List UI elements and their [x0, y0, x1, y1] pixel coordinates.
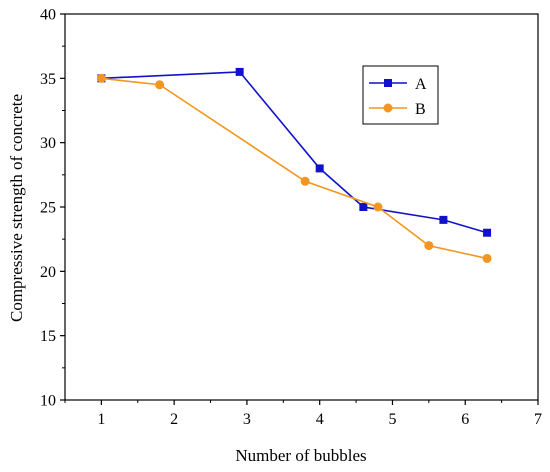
data-point	[96, 73, 106, 83]
x-tick-label: 6	[461, 411, 469, 428]
data-point	[300, 176, 310, 186]
legend-marker	[384, 79, 392, 87]
y-tick-label: 10	[40, 393, 56, 410]
y-tick-label: 20	[40, 264, 56, 281]
series-B	[96, 73, 492, 263]
series-line	[101, 71, 488, 234]
legend-item: A	[369, 76, 427, 93]
y-tick-label: 15	[40, 328, 56, 345]
data-point	[424, 241, 434, 251]
x-tick-label: 2	[170, 411, 178, 428]
x-tick-label: 1	[97, 411, 105, 428]
legend-item: B	[369, 101, 426, 118]
legend-label: B	[415, 101, 426, 118]
series-layer	[96, 67, 492, 263]
legend-marker	[383, 103, 393, 113]
y-axis-title: Compressive strength of concrete	[7, 94, 26, 322]
x-tick-label: 3	[243, 411, 251, 428]
legend: AB	[362, 65, 439, 125]
data-point	[315, 164, 324, 173]
x-tick-label: 4	[316, 411, 324, 428]
legend-box	[362, 65, 439, 125]
x-tick-label: 5	[388, 411, 396, 428]
y-tick-label: 25	[40, 200, 56, 217]
data-point	[359, 203, 368, 211]
data-point	[482, 253, 492, 263]
data-point	[155, 80, 165, 90]
series-line	[101, 77, 488, 260]
axes: 1 2 3 4 5 6 7 10 15 20 25 30 35 40	[40, 7, 542, 429]
data-point	[373, 202, 383, 212]
y-tick-label: 35	[40, 71, 56, 88]
data-point	[235, 67, 244, 76]
y-tick-label: 30	[40, 135, 56, 152]
plot-frame	[64, 13, 539, 401]
y-tick-label: 40	[40, 7, 56, 24]
data-point	[439, 215, 448, 224]
x-tick-label: 7	[534, 411, 542, 428]
data-point	[483, 228, 492, 237]
x-axis-title: Number of bubbles	[235, 446, 366, 465]
legend-label: A	[415, 76, 427, 93]
